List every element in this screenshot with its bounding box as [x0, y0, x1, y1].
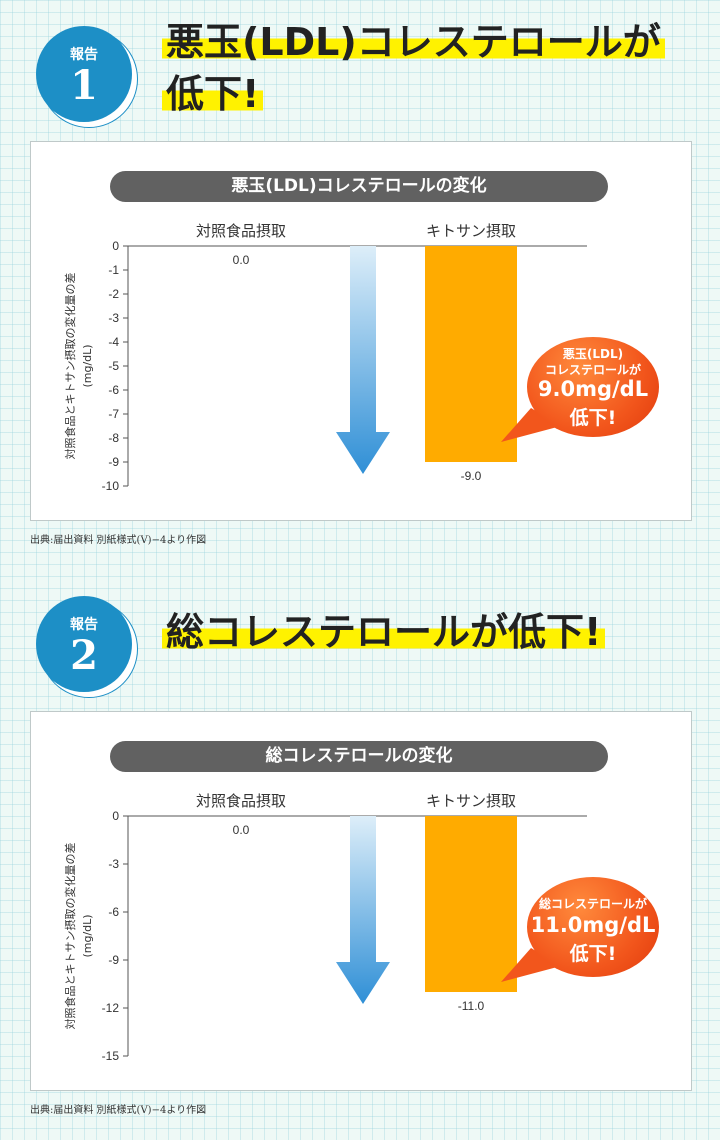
y-tick-label: -3 [108, 311, 119, 325]
headline-line-1: 総コレステロールが低下! [162, 610, 606, 654]
x-category-label: 対照食品摂取 [196, 222, 286, 240]
chart-panel: 総コレステロールの変化 0 -3 -6 -9 -12 -15 対照食品とキトサン摂取の変化量… [30, 711, 692, 1091]
y-tick-label: -4 [108, 335, 119, 349]
y-tick-label: 0 [112, 239, 119, 253]
y-axis-label: 対照食品とキトサン摂取の変化量の差 [63, 273, 77, 460]
y-tick-label: -12 [102, 1001, 120, 1015]
headline: 総コレステロールが低下! [162, 606, 606, 658]
y-axis-unit: (mg/dL) [81, 914, 94, 957]
chart-title: 悪玉(LDL)コレステロールの変化 [110, 171, 608, 202]
decrease-arrow [336, 816, 390, 1004]
y-tick-label: -8 [108, 431, 119, 445]
decrease-arrow [336, 246, 390, 474]
source-note: 出典:届出資料 別紙様式(V)−4より作図 [30, 1105, 207, 1116]
callout-line-2: コレステロールが [544, 363, 641, 377]
callout-line-4: 低下! [569, 407, 617, 429]
callout-bubble: 総コレステロールが 11.0mg/dL 低下! [527, 877, 659, 977]
report-badge: 報告 1 [36, 26, 132, 122]
y-axis-unit: (mg/dL) [81, 344, 94, 387]
y-tick-label: -10 [102, 479, 120, 493]
report-badge: 報告 2 [36, 596, 132, 692]
bar [425, 246, 517, 462]
y-tick-label: 0 [112, 809, 119, 823]
callout-line-1: 悪玉(LDL) [562, 347, 624, 361]
data-label: 0.0 [233, 253, 250, 267]
data-label: -9.0 [461, 469, 482, 483]
x-category-label: キトサン摂取 [426, 792, 516, 810]
badge-number: 2 [70, 632, 98, 679]
headline-line-2: 低下! [162, 72, 264, 116]
y-tick-label: -5 [108, 359, 119, 373]
callout-value: 11.0mg/dL [530, 913, 656, 937]
y-tick-label: -1 [108, 263, 119, 277]
headline: 悪玉(LDL)コレステロールが 低下! [162, 16, 665, 120]
badge-label: 報告 [70, 617, 98, 633]
y-tick-label: -2 [108, 287, 119, 301]
y-tick-label: -7 [108, 407, 119, 421]
callout-tail [501, 408, 561, 442]
y-tick-label: -9 [108, 953, 119, 967]
chart-title: 総コレステロールの変化 [110, 741, 608, 772]
chart-svg: 0 -3 -6 -9 -12 -15 対照食品とキトサン摂取の変化量の差 (mg/dL) 対照食… [63, 792, 587, 1063]
y-tick-label: -9 [108, 455, 119, 469]
y-tick-label: -6 [108, 383, 119, 397]
callout-tail [501, 948, 561, 982]
y-tick-label: -6 [108, 905, 119, 919]
chart-panel: 悪玉(LDL)コレステロールの変化 0 -1 -2 -3 -4 -5 -6 -7 -8 -9 -10… [30, 141, 692, 521]
y-axis-label: 対照食品とキトサン摂取の変化量の差 [63, 843, 77, 1030]
x-category-label: キトサン摂取 [426, 222, 516, 240]
x-category-label: 対照食品摂取 [196, 792, 286, 810]
callout-line-4: 低下! [569, 943, 617, 965]
callout-line-1: 総コレステロールが [538, 897, 647, 911]
y-tick-label: -3 [108, 857, 119, 871]
bar [425, 816, 517, 992]
data-label: -11.0 [458, 999, 485, 1013]
badge-label: 報告 [70, 47, 98, 63]
callout-value: 9.0mg/dL [537, 377, 649, 401]
source-note: 出典:届出資料 別紙様式(V)−4より作図 [30, 535, 207, 546]
y-tick-label: -15 [102, 1049, 120, 1063]
badge-number: 1 [70, 62, 98, 109]
headline-line-1: 悪玉(LDL)コレステロールが [162, 20, 665, 64]
chart-svg: 0 -1 -2 -3 -4 -5 -6 -7 -8 -9 -10 対照食品とキトサン摂取の変化量の差 (… [63, 222, 587, 493]
data-label: 0.0 [233, 823, 250, 837]
callout-bubble: 悪玉(LDL) コレステロールが 9.0mg/dL 低下! [527, 337, 659, 437]
